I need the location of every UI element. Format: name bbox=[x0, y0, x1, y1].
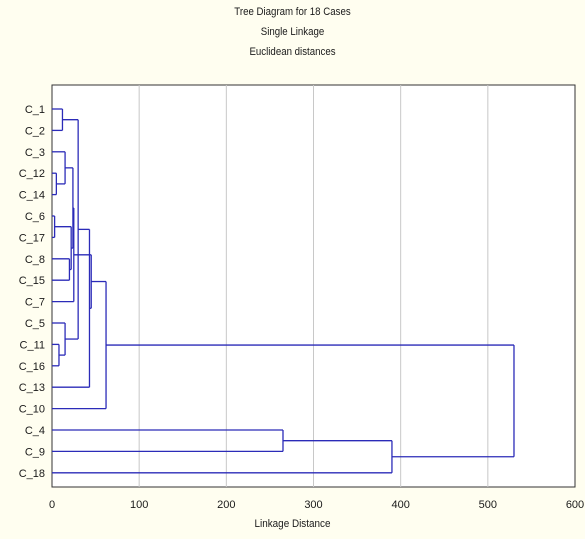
leaf-label: C_12 bbox=[19, 168, 45, 180]
x-tick-label: 200 bbox=[217, 499, 235, 511]
leaf-label: C_13 bbox=[19, 382, 45, 394]
leaf-label: C_1 bbox=[25, 104, 45, 116]
leaf-label: C_9 bbox=[25, 446, 45, 458]
leaf-label: C_3 bbox=[25, 147, 45, 159]
leaf-label: C_11 bbox=[20, 339, 45, 351]
leaf-label: C_8 bbox=[25, 254, 45, 266]
x-tick-label: 0 bbox=[49, 499, 55, 511]
leaf-label: C_2 bbox=[25, 125, 45, 137]
x-tick-label: 300 bbox=[304, 499, 322, 511]
x-tick-label: 500 bbox=[479, 499, 497, 511]
leaf-label: C_10 bbox=[19, 404, 45, 416]
x-tick-label: 400 bbox=[391, 499, 409, 511]
x-tick-label: 600 bbox=[566, 499, 584, 511]
leaf-label: C_18 bbox=[19, 468, 45, 480]
x-tick-label: 100 bbox=[130, 499, 148, 511]
leaf-label: C_4 bbox=[25, 425, 45, 437]
x-axis-label: Linkage Distance bbox=[29, 518, 556, 530]
leaf-label: C_16 bbox=[19, 361, 45, 373]
leaf-label: C_17 bbox=[19, 232, 45, 244]
leaf-label: C_15 bbox=[19, 275, 45, 287]
leaf-label: C_14 bbox=[19, 190, 45, 202]
leaf-label: C_6 bbox=[25, 211, 45, 223]
leaf-label: C_7 bbox=[25, 297, 45, 309]
leaf-label: C_5 bbox=[25, 318, 45, 330]
